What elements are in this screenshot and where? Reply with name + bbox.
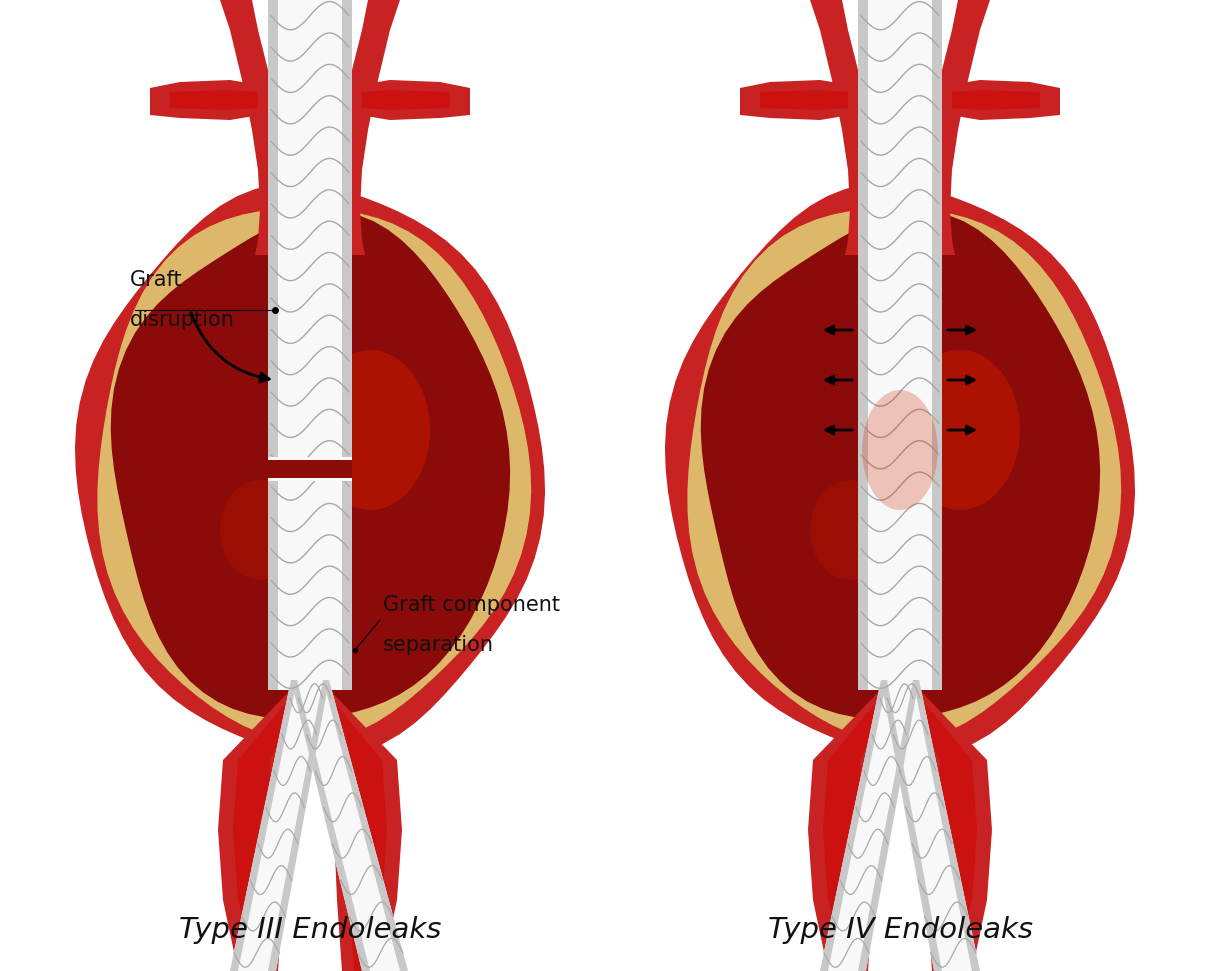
Polygon shape	[808, 680, 905, 971]
Polygon shape	[218, 680, 315, 971]
Polygon shape	[232, 680, 310, 971]
Polygon shape	[820, 680, 887, 971]
Text: Graft component: Graft component	[383, 595, 560, 615]
Polygon shape	[268, 457, 352, 460]
Ellipse shape	[811, 480, 890, 580]
Polygon shape	[740, 80, 849, 120]
Polygon shape	[220, 0, 277, 255]
Polygon shape	[950, 80, 1060, 120]
Polygon shape	[268, 680, 329, 971]
Polygon shape	[881, 680, 942, 971]
Polygon shape	[268, 0, 352, 690]
Text: Type III Endoleaks: Type III Endoleaks	[179, 916, 442, 944]
Polygon shape	[881, 680, 980, 971]
Text: separation: separation	[383, 635, 494, 655]
Polygon shape	[688, 208, 1121, 742]
Polygon shape	[820, 680, 919, 971]
Polygon shape	[268, 478, 352, 481]
Polygon shape	[932, 0, 942, 690]
Polygon shape	[97, 208, 532, 742]
Polygon shape	[343, 0, 400, 255]
Polygon shape	[111, 211, 510, 720]
Polygon shape	[892, 0, 908, 200]
Polygon shape	[811, 0, 867, 255]
Polygon shape	[759, 90, 848, 110]
Text: disruption: disruption	[130, 310, 235, 330]
Ellipse shape	[862, 390, 938, 510]
Polygon shape	[170, 90, 258, 110]
Polygon shape	[858, 0, 868, 690]
Polygon shape	[913, 680, 980, 971]
Polygon shape	[933, 0, 989, 255]
Polygon shape	[273, 0, 348, 255]
Polygon shape	[862, 0, 938, 255]
Polygon shape	[305, 680, 402, 971]
Polygon shape	[894, 680, 992, 971]
Ellipse shape	[901, 350, 1020, 510]
Polygon shape	[323, 680, 408, 971]
Polygon shape	[291, 680, 408, 971]
Ellipse shape	[310, 350, 430, 510]
Polygon shape	[901, 680, 977, 971]
Ellipse shape	[220, 480, 301, 580]
Polygon shape	[858, 680, 919, 971]
Text: Type IV Endoleaks: Type IV Endoleaks	[768, 916, 1032, 944]
Polygon shape	[342, 0, 352, 690]
Polygon shape	[858, 0, 942, 690]
Polygon shape	[302, 0, 318, 200]
Polygon shape	[291, 680, 370, 971]
Polygon shape	[701, 211, 1100, 720]
Polygon shape	[150, 80, 260, 120]
Polygon shape	[230, 680, 297, 971]
Polygon shape	[230, 680, 329, 971]
Polygon shape	[360, 80, 470, 120]
Polygon shape	[75, 184, 545, 756]
Polygon shape	[664, 184, 1135, 756]
Text: Graft: Graft	[130, 270, 183, 290]
Polygon shape	[268, 0, 277, 690]
Polygon shape	[268, 460, 352, 478]
Polygon shape	[310, 680, 387, 971]
Polygon shape	[823, 680, 901, 971]
Polygon shape	[361, 90, 450, 110]
Polygon shape	[952, 90, 1041, 110]
